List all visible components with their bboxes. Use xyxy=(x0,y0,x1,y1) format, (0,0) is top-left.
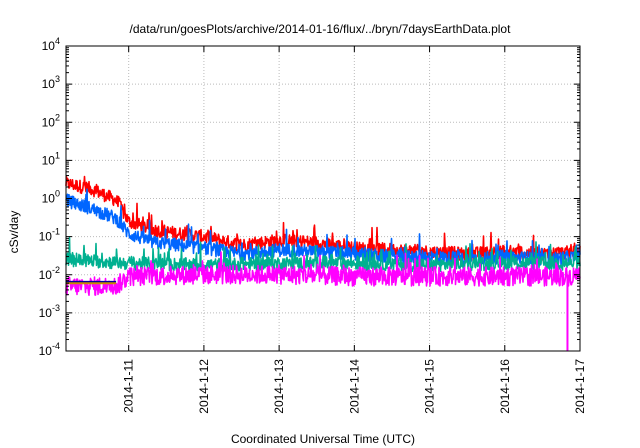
x-axis-label: Coordinated Universal Time (UTC) xyxy=(230,432,416,446)
plot-frame xyxy=(65,45,581,352)
series-line xyxy=(65,175,581,262)
chart-title: /data/run/goesPlots/archive/2014-01-16/f… xyxy=(129,22,511,36)
x-tick-label: 2014-1-17 xyxy=(573,359,587,414)
series-line xyxy=(65,251,581,296)
y-tick-label: 10-4 xyxy=(39,341,60,358)
grid xyxy=(66,46,580,351)
y-tick-label: 100 xyxy=(42,189,60,206)
y-tick-label: 102 xyxy=(42,112,60,129)
series-line xyxy=(65,188,581,267)
y-tick-label: 101 xyxy=(42,150,60,167)
x-tick-label: 2014-1-11 xyxy=(122,359,136,413)
y-tick-label: 103 xyxy=(42,74,60,91)
x-tick-label: 2014-1-12 xyxy=(197,359,211,414)
y-tick-label: 104 xyxy=(42,36,60,53)
y-tick-label: 10-3 xyxy=(39,303,60,320)
y-tick-label: 10-2 xyxy=(39,265,60,282)
y-axis: 10-4 10-3 10-2 10-1 100 101 102 103 104 xyxy=(39,36,580,358)
series-layer xyxy=(65,175,581,351)
y-tick-label: 10-1 xyxy=(39,227,60,244)
x-tick-label: 2014-1-14 xyxy=(347,359,361,414)
x-tick-label: 2014-1-16 xyxy=(498,359,512,414)
x-axis: 2014-1-11 2014-1-12 2014-1-13 2014-1-14 2014… xyxy=(122,46,587,414)
x-tick-label: 2014-1-15 xyxy=(423,359,437,414)
x-tick-label: 2014-1-13 xyxy=(272,359,286,414)
